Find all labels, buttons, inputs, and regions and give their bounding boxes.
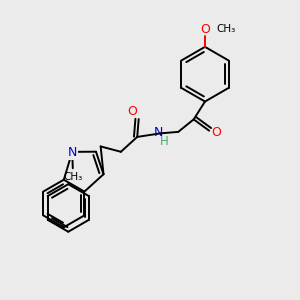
Text: CH₃: CH₃: [63, 172, 82, 182]
Text: O: O: [212, 126, 221, 139]
Text: H: H: [160, 135, 168, 148]
Text: N: N: [68, 146, 77, 159]
Text: CH₃: CH₃: [216, 24, 236, 34]
Text: O: O: [200, 22, 210, 35]
Text: N: N: [153, 126, 163, 139]
Text: O: O: [127, 105, 137, 118]
